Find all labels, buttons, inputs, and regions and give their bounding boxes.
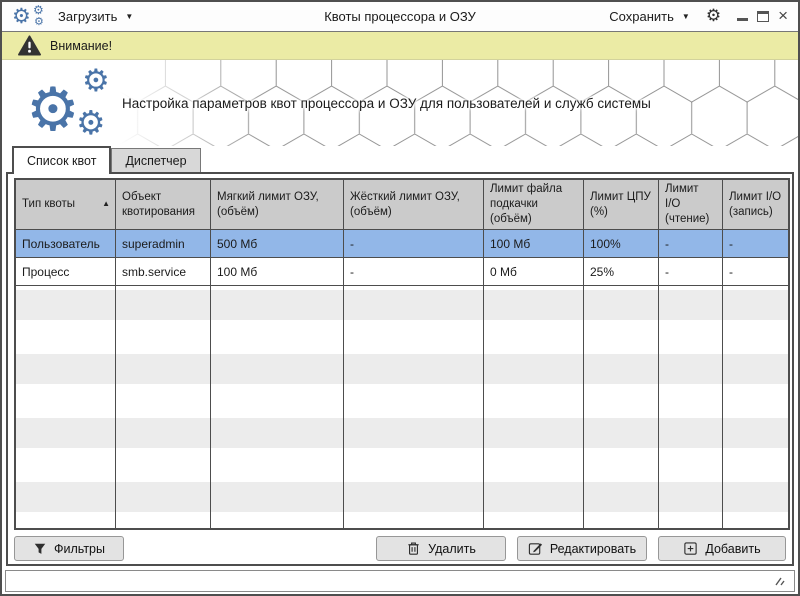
warning-triangle-icon [18, 35, 41, 56]
column-header-soft-ram-limit[interactable]: Мягкий лимит ОЗУ, (объём) [211, 180, 344, 230]
column-header-io-read-limit[interactable]: Лимит I/O (чтение) [659, 180, 723, 230]
status-bar [5, 570, 795, 592]
column-header-swap-limit[interactable]: Лимит файла подкачки (объём) [484, 180, 584, 230]
cell-io-read: - [659, 230, 723, 258]
titlebar: ⚙ ⚙ ⚙ Загрузить ▼ Квоты процессора и ОЗУ… [2, 2, 798, 32]
edit-button[interactable]: Редактировать [517, 536, 647, 561]
column-header-quota-type[interactable]: Тип квоты ▲ [16, 180, 116, 230]
table-empty-area [16, 286, 788, 528]
gears-illustration: ⚙ ⚙ ⚙ [26, 66, 126, 146]
table-row[interactable]: Пользователь superadmin 500 Мб - 100 Мб … [16, 230, 788, 258]
warning-banner: Внимание! [2, 32, 798, 60]
add-button[interactable]: Добавить [658, 536, 786, 561]
cell-quota-type: Процесс [16, 258, 116, 286]
page-description: Настройка параметров квот процессора и О… [122, 96, 651, 111]
column-header-quota-object[interactable]: Объект квотирования [116, 180, 211, 230]
cell-swap-limit: 100 Мб [484, 230, 584, 258]
chevron-down-icon: ▼ [125, 12, 134, 21]
settings-gear-icon[interactable]: ⚙ [705, 6, 722, 26]
window-controls: × [737, 6, 788, 25]
gear-icon: ⚙ [34, 14, 44, 28]
app-gears-icon: ⚙ ⚙ ⚙ [12, 4, 46, 30]
page-header: ⚙ ⚙ ⚙ Настройка параметров квот процессо… [2, 60, 798, 146]
gear-icon: ⚙ [26, 75, 80, 145]
cell-io-write: - [723, 258, 788, 286]
load-menu-button[interactable]: Загрузить ▼ [58, 9, 133, 24]
table-row[interactable]: Процесс smb.service 100 Мб - 0 Мб 25% - … [16, 258, 788, 286]
cell-soft-ram-limit: 500 Мб [211, 230, 344, 258]
chevron-down-icon: ▼ [681, 12, 690, 21]
load-menu-label: Загрузить [58, 9, 118, 24]
quota-panel: Тип квоты ▲ Объект квотирования Мягкий л… [6, 172, 794, 566]
table-header-row: Тип квоты ▲ Объект квотирования Мягкий л… [16, 180, 788, 230]
column-header-cpu-limit[interactable]: Лимит ЦПУ (%) [584, 180, 659, 230]
filters-button[interactable]: Фильтры [14, 536, 124, 561]
cell-quota-object: superadmin [116, 230, 211, 258]
edit-pencil-icon [528, 543, 542, 555]
pattern-fade [120, 60, 798, 146]
trash-icon [408, 542, 419, 555]
cell-cpu-limit: 100% [584, 230, 659, 258]
gear-icon: ⚙ [12, 3, 31, 28]
cell-cpu-limit: 25% [584, 258, 659, 286]
action-button-row: Фильтры Удалить [14, 536, 786, 561]
tab-bar: Список квот Диспетчер [2, 146, 798, 174]
close-button[interactable]: × [778, 6, 788, 25]
minimize-button[interactable] [737, 18, 749, 21]
cell-quota-object: smb.service [116, 258, 211, 286]
cell-swap-limit: 0 Мб [484, 258, 584, 286]
tab-dispatcher[interactable]: Диспетчер [111, 148, 201, 172]
warning-text: Внимание! [50, 38, 113, 53]
titlebar-right: Сохранить ▼ ⚙ × [609, 6, 788, 26]
column-header-io-write-limit[interactable]: Лимит I/O (запись) [723, 180, 788, 230]
column-header-hard-ram-limit[interactable]: Жёсткий лимит ОЗУ, (объём) [344, 180, 484, 230]
cell-hard-ram-limit: - [344, 230, 484, 258]
cell-io-write: - [723, 230, 788, 258]
tab-label: Список квот [27, 154, 97, 168]
cell-quota-type: Пользователь [16, 230, 116, 258]
gear-icon: ⚙ [33, 2, 44, 17]
cell-soft-ram-limit: 100 Мб [211, 258, 344, 286]
save-menu-button[interactable]: Сохранить ▼ [609, 9, 690, 24]
quota-table: Тип квоты ▲ Объект квотирования Мягкий л… [14, 178, 790, 530]
gear-icon: ⚙ [76, 103, 106, 142]
tab-label: Диспетчер [125, 153, 187, 168]
sort-asc-icon: ▲ [102, 199, 110, 209]
tab-quota-list[interactable]: Список квот [12, 146, 112, 174]
cell-hard-ram-limit: - [344, 258, 484, 286]
gear-icon: ⚙ [82, 63, 110, 99]
maximize-button[interactable] [757, 11, 770, 22]
save-menu-label: Сохранить [609, 9, 674, 24]
cell-io-read: - [659, 258, 723, 286]
filter-funnel-icon [34, 543, 46, 554]
resize-grip[interactable] [770, 575, 786, 587]
plus-square-icon [684, 542, 698, 555]
delete-button[interactable]: Удалить [376, 536, 506, 561]
